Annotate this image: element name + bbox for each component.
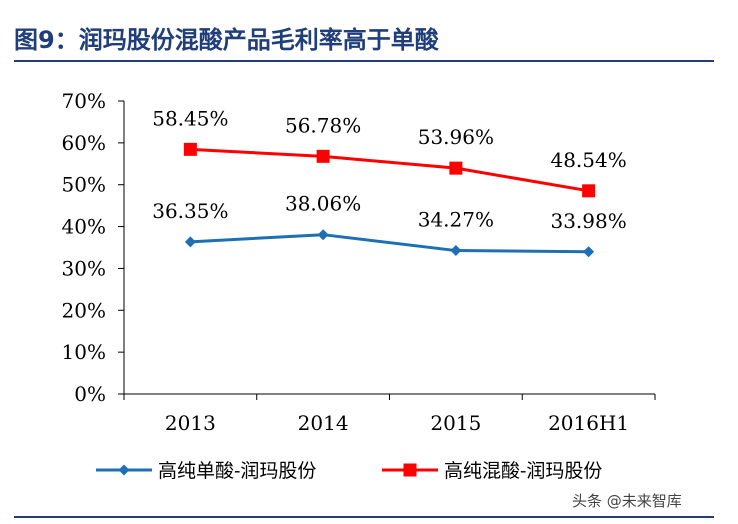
- y-tick-label: 0%: [74, 382, 106, 406]
- y-tick-label: 60%: [62, 131, 106, 155]
- data-point-marker: [316, 149, 330, 163]
- data-point-marker: [184, 236, 196, 248]
- series-1: 58.45% 56.78% 53.96% 48.54%: [152, 106, 627, 198]
- data-label: 33.98%: [550, 209, 626, 233]
- y-tick-label: 10%: [62, 340, 106, 364]
- watermark-text: 头条 @未来智库: [572, 492, 682, 510]
- chart-series: 36.35% 38.06% 34.27% 33.98% 58.45% 56.78% 53.9…: [152, 106, 627, 258]
- data-point-marker: [582, 184, 596, 198]
- data-point-marker: [583, 246, 595, 258]
- chart-legend: 高纯单酸-润玛股份 高纯混酸-润玛股份: [96, 460, 602, 482]
- figure-title: 图9：润玛股份混酸产品毛利率高于单酸: [14, 26, 439, 54]
- data-label: 38.06%: [285, 192, 361, 216]
- data-label: 56.78%: [285, 113, 361, 137]
- title-divider: [14, 60, 714, 62]
- series-line: [190, 147, 589, 193]
- data-point-marker: [449, 161, 463, 175]
- y-tick-label: 70%: [62, 89, 106, 113]
- series-line: [190, 233, 589, 254]
- x-tick-label: 2014: [298, 411, 349, 435]
- data-label: 34.27%: [418, 208, 494, 232]
- data-label: 53.96%: [418, 125, 494, 149]
- legend-marker: [118, 464, 130, 476]
- data-label: 36.35%: [152, 199, 228, 223]
- bottom-divider: [14, 516, 714, 518]
- x-tick-label: 2015: [430, 411, 481, 435]
- legend-label: 高纯单酸-润玛股份: [158, 460, 316, 482]
- data-label: 58.45%: [152, 106, 228, 130]
- chart-axes: 0% 10% 20% 30% 40% 50% 60% 70% 2013 2014 2015 2016H…: [62, 89, 656, 435]
- y-tick-label: 40%: [62, 215, 106, 239]
- data-label: 48.54%: [550, 148, 626, 172]
- x-tick-label: 2013: [165, 411, 216, 435]
- data-point-marker: [183, 142, 197, 156]
- data-point-marker: [317, 229, 329, 241]
- data-point-marker: [450, 245, 462, 257]
- y-tick-label: 20%: [62, 298, 106, 322]
- y-tick-label: 30%: [62, 256, 106, 280]
- x-tick-label: 2016H1: [548, 411, 629, 435]
- legend-marker: [403, 463, 417, 477]
- series-0: 36.35% 38.06% 34.27% 33.98%: [152, 192, 627, 258]
- y-tick-label: 50%: [62, 173, 106, 197]
- legend-label: 高纯混酸-润玛股份: [444, 460, 602, 482]
